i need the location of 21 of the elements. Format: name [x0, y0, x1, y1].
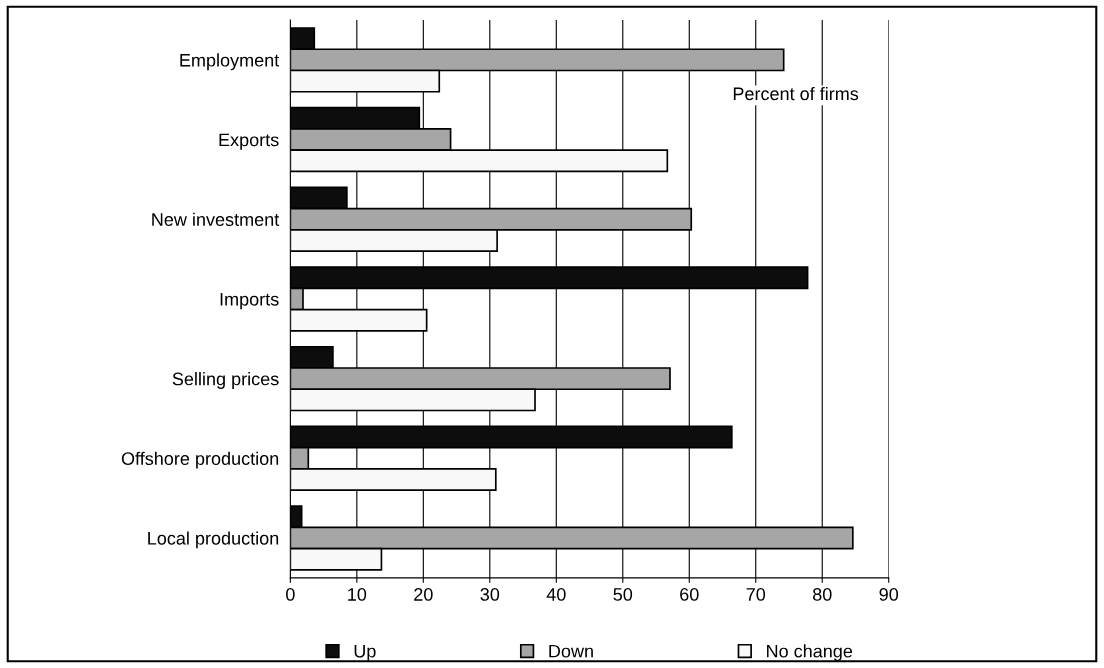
y-tick-label: New investment [152, 212, 280, 226]
y-tick-label: Employment [180, 53, 280, 71]
x-tick-label: 70 [746, 588, 766, 601]
x-tick-label: 40 [546, 588, 566, 601]
x-tick-label: 50 [613, 588, 633, 601]
legend-label: Up [354, 644, 376, 662]
y-tick-label: Selling prices [172, 372, 279, 389]
legend-label: No change [767, 644, 853, 662]
x-tick-label: 80 [812, 588, 832, 601]
annotation: Percent of firms [733, 86, 859, 101]
legend-label: Down [549, 644, 593, 658]
x-tick-label: 60 [680, 588, 699, 601]
y-tick-label: Offshore production [121, 451, 279, 469]
y-tick-label: Exports [219, 133, 279, 150]
x-tick-label: 90 [879, 588, 899, 601]
y-tick-label: Imports [220, 293, 279, 310]
y-tick-label: Local production [148, 531, 279, 549]
x-tick-label: 10 [348, 588, 367, 601]
x-tick-label: 0 [286, 588, 295, 601]
x-tick-label: 30 [480, 588, 500, 601]
x-tick-label: 20 [414, 588, 433, 601]
